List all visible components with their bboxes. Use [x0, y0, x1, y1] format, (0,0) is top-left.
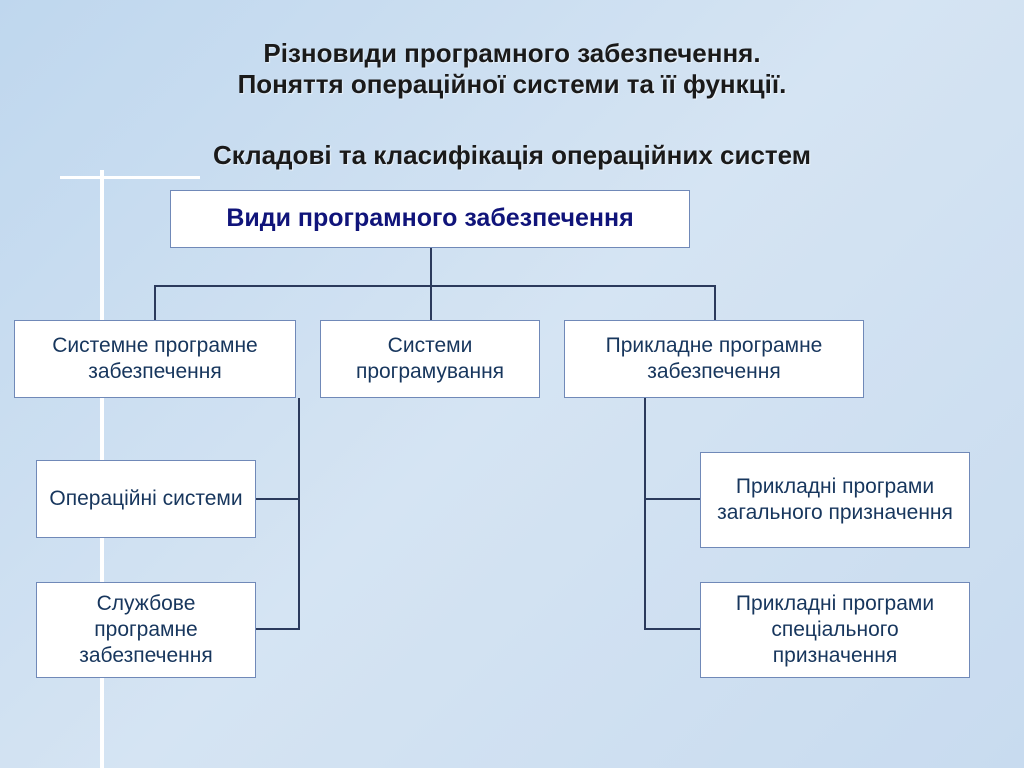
node-root: Види програмного забезпечення: [170, 190, 690, 248]
node-sluzhbove-label: Службове програмне забезпечення: [47, 591, 245, 670]
node-specialnogo: Прикладні програми спеціального призначе…: [700, 582, 970, 678]
connector-segment: [644, 498, 700, 500]
node-zagalnogo: Прикладні програми загального призначенн…: [700, 452, 970, 548]
connector-segment: [256, 628, 300, 630]
node-sluzhbove: Службове програмне забезпечення: [36, 582, 256, 678]
page-title: Різновиди програмного забезпечення. Поня…: [0, 38, 1024, 100]
connector-segment: [154, 285, 156, 320]
node-os-label: Операційні системи: [49, 486, 242, 512]
node-zagalnogo-label: Прикладні програми загального призначенн…: [711, 474, 959, 527]
connector-segment: [154, 285, 716, 287]
connector-segment: [256, 498, 300, 500]
connector-segment: [644, 398, 646, 630]
node-root-label: Види програмного забезпечення: [226, 203, 633, 234]
connector-segment: [714, 285, 716, 320]
node-prykladne: Прикладне програмне забезпечення: [564, 320, 864, 398]
page-subtitle: Складові та класифікація операційних сис…: [0, 140, 1024, 171]
node-systemy-prog: Системи програмування: [320, 320, 540, 398]
node-systemy-prog-label: Системи програмування: [331, 333, 529, 386]
node-os: Операційні системи: [36, 460, 256, 538]
title-line1: Різновиди програмного забезпечення.: [0, 38, 1024, 69]
node-specialnogo-label: Прикладні програми спеціального призначе…: [711, 591, 959, 670]
connector-segment: [298, 398, 300, 630]
connector-segment: [430, 285, 432, 320]
node-prykladne-label: Прикладне програмне забезпечення: [575, 333, 853, 386]
decor-horizontal-line: [60, 176, 200, 179]
node-systemne-label: Системне програмне забезпечення: [25, 333, 285, 386]
connector-segment: [430, 248, 432, 287]
node-systemne: Системне програмне забезпечення: [14, 320, 296, 398]
title-line2: Поняття операційної системи та її функці…: [0, 69, 1024, 100]
connector-segment: [644, 628, 700, 630]
